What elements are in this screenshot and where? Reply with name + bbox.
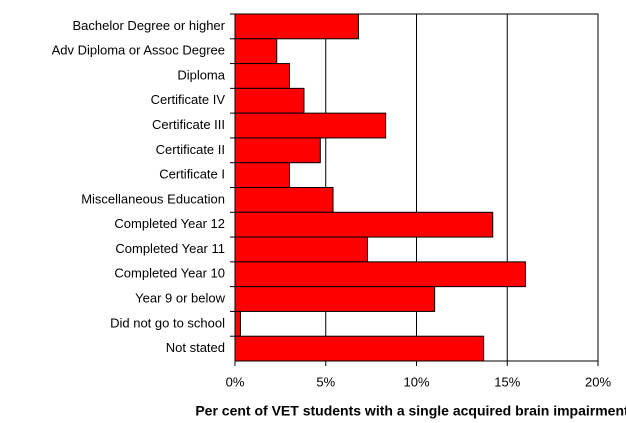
x-axis-label: Per cent of VET students with a single a… xyxy=(195,403,626,419)
y-tick-label: Certificate II xyxy=(156,142,225,157)
bar xyxy=(234,87,305,114)
y-tick-label: Diploma xyxy=(177,67,225,82)
bar xyxy=(234,13,359,40)
x-tick-label: 0% xyxy=(226,374,245,389)
y-tick-label: Did not go to school xyxy=(110,315,225,330)
y-tick-label: Certificate IV xyxy=(151,92,226,107)
bar xyxy=(234,38,278,65)
bar xyxy=(234,137,321,164)
x-tick-label: 10% xyxy=(403,374,429,389)
bar xyxy=(234,112,387,139)
bar xyxy=(234,162,290,188)
y-tick-label: Completed Year 11 xyxy=(115,241,225,256)
y-tick-label: Year 9 or below xyxy=(135,290,225,305)
y-tick-label: Bachelor Degree or higher xyxy=(73,18,226,33)
x-tick-label: 15% xyxy=(494,374,520,389)
bar xyxy=(234,211,494,238)
bar xyxy=(234,310,241,337)
y-tick-label: Completed Year 10 xyxy=(114,266,225,281)
y-tick-label: Certificate I xyxy=(159,167,225,182)
y-tick-label: Not stated xyxy=(166,340,225,355)
bar xyxy=(234,236,368,263)
y-tick-label: Adv Diploma or Assoc Degree xyxy=(52,43,225,58)
bar xyxy=(234,335,485,362)
bar xyxy=(234,286,436,312)
bar xyxy=(234,261,526,288)
y-tick-label: Completed Year 12 xyxy=(114,216,225,231)
bar xyxy=(234,187,334,213)
bar xyxy=(234,63,290,89)
x-tick-label: 5% xyxy=(316,374,335,389)
y-tick-label: Miscellaneous Education xyxy=(81,191,225,206)
y-tick-label: Certificate III xyxy=(152,117,225,132)
x-tick-label: 20% xyxy=(585,374,611,389)
